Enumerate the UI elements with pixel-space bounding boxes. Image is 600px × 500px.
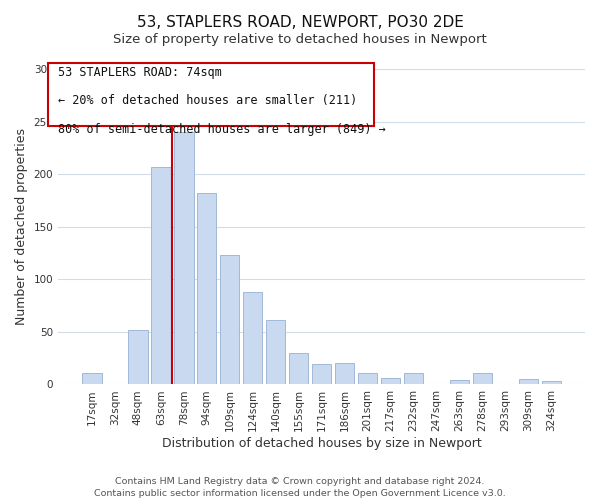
Bar bbox=[243, 292, 262, 384]
Bar bbox=[542, 382, 561, 384]
Bar bbox=[220, 255, 239, 384]
Bar bbox=[82, 373, 101, 384]
Bar bbox=[289, 353, 308, 384]
Bar bbox=[335, 364, 355, 384]
Bar bbox=[381, 378, 400, 384]
Bar bbox=[174, 132, 194, 384]
Bar bbox=[404, 373, 423, 384]
FancyBboxPatch shape bbox=[47, 62, 374, 126]
Bar bbox=[312, 364, 331, 384]
Bar bbox=[197, 193, 217, 384]
Bar bbox=[151, 167, 170, 384]
Y-axis label: Number of detached properties: Number of detached properties bbox=[15, 128, 28, 325]
X-axis label: Distribution of detached houses by size in Newport: Distribution of detached houses by size … bbox=[162, 437, 481, 450]
Text: Size of property relative to detached houses in Newport: Size of property relative to detached ho… bbox=[113, 32, 487, 46]
Bar bbox=[358, 373, 377, 384]
Text: 53 STAPLERS ROAD: 74sqm: 53 STAPLERS ROAD: 74sqm bbox=[58, 66, 222, 79]
Bar bbox=[128, 330, 148, 384]
Bar bbox=[473, 373, 492, 384]
Text: Contains HM Land Registry data © Crown copyright and database right 2024.: Contains HM Land Registry data © Crown c… bbox=[115, 477, 485, 486]
Text: 80% of semi-detached houses are larger (849) →: 80% of semi-detached houses are larger (… bbox=[58, 122, 386, 136]
Text: Contains public sector information licensed under the Open Government Licence v3: Contains public sector information licen… bbox=[94, 488, 506, 498]
Text: 53, STAPLERS ROAD, NEWPORT, PO30 2DE: 53, STAPLERS ROAD, NEWPORT, PO30 2DE bbox=[137, 15, 463, 30]
Text: ← 20% of detached houses are smaller (211): ← 20% of detached houses are smaller (21… bbox=[58, 94, 358, 107]
Bar bbox=[449, 380, 469, 384]
Bar bbox=[518, 379, 538, 384]
Bar bbox=[266, 320, 286, 384]
